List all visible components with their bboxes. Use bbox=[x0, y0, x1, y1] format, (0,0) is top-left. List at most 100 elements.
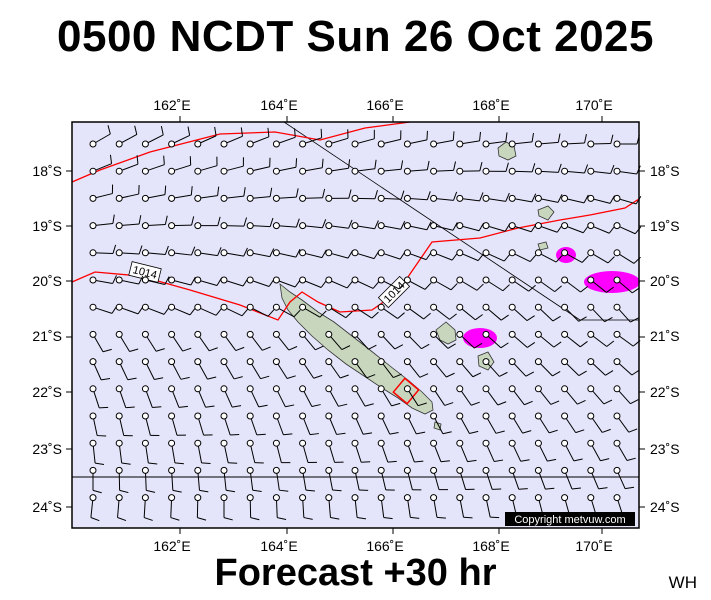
wind-barb-feather bbox=[436, 516, 446, 519]
wind-barb-feather bbox=[305, 489, 315, 492]
wind-barb-station bbox=[482, 303, 490, 311]
wind-barb-station bbox=[351, 303, 359, 311]
wind-barb bbox=[325, 303, 353, 319]
wind-barb-station bbox=[220, 385, 228, 393]
wind-barb-feather bbox=[92, 489, 102, 494]
wind-barb bbox=[508, 193, 537, 203]
wind-barb-station bbox=[403, 358, 411, 366]
wind-barb bbox=[115, 155, 139, 175]
wind-barb-station bbox=[325, 249, 333, 257]
wind-barb bbox=[508, 303, 535, 322]
wind-barb-feather bbox=[630, 317, 639, 323]
wind-barb bbox=[115, 125, 138, 148]
latitude-label-right: 20˚S bbox=[650, 273, 680, 289]
wind-barb bbox=[89, 412, 107, 437]
wind-barb-station bbox=[141, 330, 149, 338]
longitude-label-top: 166˚E bbox=[366, 97, 404, 113]
wind-barb bbox=[456, 249, 485, 262]
wind-barb bbox=[430, 303, 457, 320]
wind-barb-feather bbox=[215, 308, 223, 316]
wind-barb-station bbox=[168, 303, 176, 311]
wind-barb bbox=[482, 222, 511, 232]
wind-barb bbox=[561, 385, 586, 405]
erromango-island bbox=[537, 205, 555, 221]
wind-barb-station bbox=[220, 222, 228, 230]
isle-of-pines-island bbox=[433, 421, 442, 431]
wind-barb-feather bbox=[214, 126, 217, 136]
wind-barb-station bbox=[534, 249, 542, 257]
wind-barb-feather bbox=[520, 459, 530, 462]
wind-barb-feather bbox=[374, 220, 379, 229]
wind-barb bbox=[299, 330, 324, 351]
wind-barb-station bbox=[89, 140, 97, 148]
wind-barb-station bbox=[508, 466, 516, 474]
wind-barb-feather bbox=[256, 433, 266, 436]
wind-barb-station bbox=[456, 222, 464, 230]
wind-barb bbox=[194, 330, 218, 352]
wind-barbs bbox=[89, 125, 642, 522]
wind-barb bbox=[482, 494, 500, 519]
wind-barb-station bbox=[141, 412, 149, 420]
wind-barb-station bbox=[115, 412, 123, 420]
wind-barb-station bbox=[351, 194, 359, 202]
wind-barb-feather bbox=[583, 194, 589, 204]
wind-barb-station bbox=[168, 439, 176, 447]
wind-barb-station bbox=[299, 330, 307, 338]
wind-barb bbox=[168, 216, 195, 230]
latitude-label-left: 24˚S bbox=[32, 499, 62, 515]
wind-barb-station bbox=[534, 303, 542, 311]
wind-barb-feather bbox=[112, 214, 115, 224]
wind-barb-station bbox=[325, 194, 333, 202]
wind-barb-feather bbox=[252, 489, 262, 492]
wind-barb-station bbox=[508, 330, 516, 338]
wind-barb-station bbox=[587, 249, 595, 257]
wind-barb-feather bbox=[154, 377, 164, 381]
wind-barb-station bbox=[325, 439, 333, 447]
wind-barb-station bbox=[194, 167, 202, 175]
wind-barb-feather bbox=[295, 218, 300, 228]
wind-barb-feather bbox=[138, 275, 144, 285]
wind-barb-station bbox=[561, 194, 569, 202]
wind-barb-station bbox=[482, 494, 490, 502]
wind-barb-feather bbox=[127, 377, 137, 381]
wind-barb bbox=[220, 157, 244, 175]
wind-barb-station bbox=[534, 412, 542, 420]
wind-barb-feather bbox=[164, 245, 169, 255]
wind-barb-station bbox=[561, 466, 569, 474]
wind-barb-station bbox=[272, 140, 280, 148]
wind-barb-station bbox=[246, 222, 254, 230]
wind-barb bbox=[456, 192, 484, 202]
wind-barb-feather bbox=[598, 487, 608, 490]
wind-barb-feather bbox=[471, 401, 480, 406]
wind-barb bbox=[534, 412, 558, 434]
wind-barb-station bbox=[534, 494, 542, 502]
wind-barb-feather bbox=[332, 489, 342, 492]
wind-barb-feather bbox=[393, 373, 402, 378]
wind-barb bbox=[534, 303, 561, 322]
wind-barb-feather bbox=[190, 186, 193, 196]
wind-barb bbox=[377, 385, 401, 407]
wind-barb-station bbox=[456, 303, 464, 311]
wind-barb-feather bbox=[336, 432, 346, 435]
wind-barb-feather bbox=[550, 400, 560, 405]
wind-barb-feather bbox=[330, 517, 340, 520]
longitude-label-bottom: 166˚E bbox=[366, 538, 404, 554]
wind-barb-feather bbox=[217, 216, 221, 226]
wind-barb-feather bbox=[319, 310, 327, 318]
wind-barb-station bbox=[246, 494, 254, 502]
wind-barb bbox=[351, 303, 379, 319]
wind-barb bbox=[194, 412, 213, 436]
wind-barb bbox=[351, 466, 369, 491]
wind-barb bbox=[613, 358, 640, 376]
wind-barb-feather bbox=[243, 187, 246, 197]
wind-barb-station bbox=[194, 330, 202, 338]
wind-barb-station bbox=[246, 358, 254, 366]
wind-barb-feather bbox=[610, 134, 614, 144]
wind-barb bbox=[89, 214, 115, 230]
wind-barb-station bbox=[168, 249, 176, 257]
wind-barb bbox=[456, 466, 475, 491]
wind-barb-station bbox=[141, 494, 149, 502]
wind-barb bbox=[613, 439, 636, 462]
wind-barb bbox=[456, 131, 481, 148]
wind-barb bbox=[220, 187, 246, 202]
